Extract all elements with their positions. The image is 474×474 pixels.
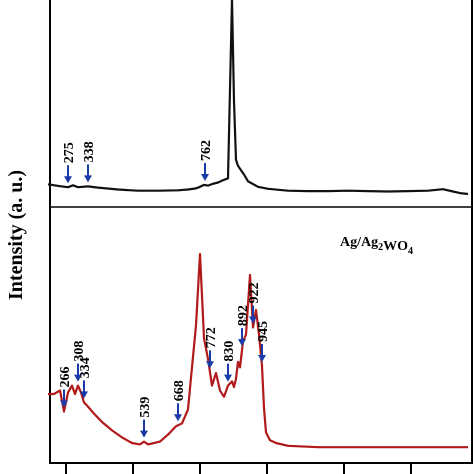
peak-label: 308 — [72, 341, 87, 362]
peak-label: 539 — [138, 397, 153, 418]
peak-label: 338 — [82, 141, 97, 162]
peak-arrow-head — [64, 176, 72, 184]
peak-arrow-head — [60, 400, 68, 408]
peak-label: 762 — [199, 140, 214, 161]
peak-arrow-head — [174, 414, 182, 422]
sample-label: Ag/Ag2WO4 — [340, 235, 413, 257]
x-axis-ticks — [65, 463, 412, 474]
peak-arrow-head — [201, 174, 209, 182]
peak-label: 334 — [78, 357, 93, 378]
peak-arrow-head — [140, 430, 148, 438]
peak-label: 266 — [58, 367, 73, 388]
peak-label: 922 — [247, 283, 262, 304]
peak-label: 892 — [236, 305, 251, 326]
peak-arrow-head — [238, 339, 246, 347]
peak-label: 275 — [62, 142, 77, 163]
peak-label: 945 — [256, 321, 271, 342]
peak-arrow-head — [258, 355, 266, 362]
chart-frame — [49, 0, 473, 464]
series-layer — [47, 0, 469, 449]
peak-label: 668 — [172, 380, 187, 401]
peak-label: 772 — [204, 327, 219, 348]
bottom-spectrum-line — [48, 252, 468, 449]
y-axis-label: Intensity (a. u.) — [5, 170, 27, 300]
peak-arrow-head — [74, 374, 82, 382]
peak-arrow-head — [249, 316, 257, 324]
peak-arrow-head — [80, 391, 88, 399]
peak-label: 830 — [222, 341, 237, 362]
peak-arrow-head — [224, 374, 232, 382]
top-spectrum-line — [47, 0, 469, 196]
peak-arrow-head — [206, 361, 214, 369]
peak-arrow-head — [84, 175, 92, 183]
